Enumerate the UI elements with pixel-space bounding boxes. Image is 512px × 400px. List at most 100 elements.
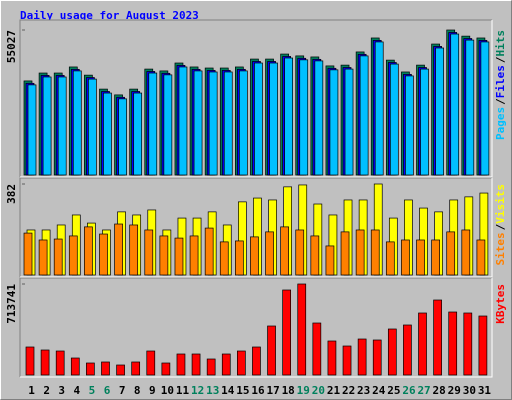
bar <box>446 231 456 276</box>
bar <box>389 63 399 176</box>
x-tick-label: 14 <box>221 384 235 397</box>
bar <box>208 71 218 176</box>
bar <box>174 237 184 276</box>
bar <box>176 353 186 376</box>
bar <box>416 239 425 276</box>
bar <box>250 236 259 276</box>
bar <box>342 345 352 376</box>
bar <box>27 84 37 176</box>
x-tick-label: 3 <box>58 384 65 397</box>
legend-separator: / <box>494 56 507 63</box>
x-tick-label: 21 <box>327 384 341 397</box>
bar <box>148 72 158 176</box>
bar <box>133 92 143 176</box>
bar <box>403 324 412 376</box>
legend-separator: / <box>494 98 507 105</box>
legend-entry: Pages <box>494 107 507 140</box>
bar <box>450 33 460 176</box>
x-tick-label: 7 <box>119 384 126 397</box>
bar <box>53 238 63 276</box>
bar <box>465 39 475 176</box>
bar <box>387 328 397 376</box>
bar <box>418 312 427 376</box>
y-tick-label: 382 <box>5 184 18 204</box>
bar <box>57 76 67 176</box>
x-tick-label: 27 <box>417 384 430 397</box>
bar <box>131 361 141 376</box>
y-tick-label: 713741 <box>5 284 18 324</box>
bar <box>284 57 293 176</box>
x-tick-label: 5 <box>89 384 96 397</box>
bar <box>239 70 248 176</box>
bar <box>372 339 382 376</box>
bar <box>235 240 244 276</box>
x-tick-label: 12 <box>191 384 204 397</box>
x-tick-label: 16 <box>251 384 265 397</box>
bar <box>86 362 95 376</box>
bar <box>476 239 486 276</box>
x-tick-label: 10 <box>161 384 174 397</box>
x-tick-label: 1 <box>28 384 35 397</box>
x-tick-label: 25 <box>387 384 400 397</box>
x-tick-label: 31 <box>478 384 492 397</box>
x-tick-label: 26 <box>402 384 416 397</box>
bar <box>325 245 335 276</box>
bar <box>370 229 380 276</box>
bar <box>314 60 324 176</box>
bar <box>70 357 80 376</box>
bar <box>280 226 289 276</box>
bar <box>237 350 246 376</box>
x-tick-label: 18 <box>282 384 295 397</box>
bar <box>99 233 108 276</box>
legend-entry: Sites <box>494 232 507 265</box>
x-tick-label: 20 <box>312 384 325 397</box>
bar <box>297 283 307 376</box>
bar <box>463 312 473 376</box>
legend: KBytes <box>494 284 507 324</box>
bar <box>401 239 410 276</box>
bar <box>344 68 354 176</box>
bar <box>101 361 110 376</box>
bar <box>359 55 369 176</box>
bar <box>178 66 188 176</box>
bar <box>433 299 442 376</box>
bar <box>159 235 169 276</box>
panel-border-light <box>20 20 493 178</box>
legend-entry: Visits <box>494 184 507 224</box>
bar <box>118 98 127 176</box>
legend-separator: / <box>494 223 507 230</box>
bar <box>480 41 490 176</box>
bar <box>461 229 471 276</box>
bar <box>146 350 156 376</box>
bar <box>431 239 440 276</box>
x-tick-label: 4 <box>74 384 81 397</box>
bar <box>42 76 52 176</box>
bar <box>269 62 278 176</box>
panel-border-light <box>20 178 493 278</box>
bar <box>88 78 97 176</box>
bar <box>221 353 231 376</box>
bar <box>265 231 274 276</box>
bar <box>163 74 173 176</box>
panel-border-dark <box>19 277 492 377</box>
legend: Sites /Visits <box>494 184 507 266</box>
y-tick-label: 55027 <box>5 30 18 63</box>
legend-entry: KBytes <box>494 284 507 324</box>
bar <box>191 353 201 376</box>
bar <box>254 62 263 176</box>
bar <box>114 223 123 276</box>
bar <box>310 235 320 276</box>
bar <box>357 338 367 376</box>
x-tick-label: 29 <box>448 384 461 397</box>
bar <box>161 362 171 376</box>
bar <box>68 235 78 276</box>
bar <box>329 69 339 176</box>
x-tick-label: 15 <box>236 384 249 397</box>
bar <box>25 346 35 376</box>
legend: Pages/Files/Hits <box>494 30 507 140</box>
x-tick-label: 30 <box>463 384 476 397</box>
x-tick-label: 22 <box>342 384 355 397</box>
bar <box>206 358 216 376</box>
bar <box>405 75 414 176</box>
bar <box>420 68 429 176</box>
